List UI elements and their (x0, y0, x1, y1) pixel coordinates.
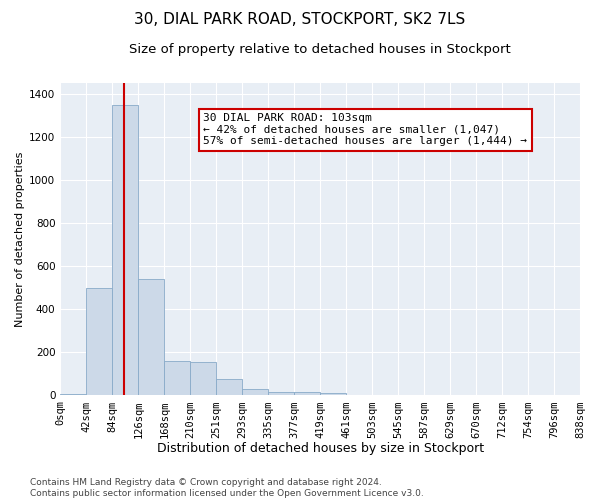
Bar (86, 288, 112, 396)
Bar (294, 392, 320, 396)
Text: Contains HM Land Registry data © Crown copyright and database right 2024.
Contai: Contains HM Land Registry data © Crown c… (30, 478, 424, 498)
Title: Size of property relative to detached houses in Stockport: Size of property relative to detached ho… (129, 42, 511, 56)
Bar (60, 394, 86, 396)
Bar (268, 392, 294, 396)
Text: 30 DIAL PARK ROAD: 103sqm
← 42% of detached houses are smaller (1,047)
57% of se: 30 DIAL PARK ROAD: 103sqm ← 42% of detac… (203, 113, 527, 146)
Bar (138, 279, 164, 396)
Bar (216, 380, 242, 396)
Bar (112, 104, 138, 396)
Text: 30, DIAL PARK ROAD, STOCKPORT, SK2 7LS: 30, DIAL PARK ROAD, STOCKPORT, SK2 7LS (134, 12, 466, 28)
X-axis label: Distribution of detached houses by size in Stockport: Distribution of detached houses by size … (157, 442, 484, 455)
Bar (164, 361, 190, 396)
Bar (190, 362, 216, 396)
Y-axis label: Number of detached properties: Number of detached properties (15, 152, 25, 327)
Bar (242, 389, 268, 396)
Bar (320, 393, 346, 396)
